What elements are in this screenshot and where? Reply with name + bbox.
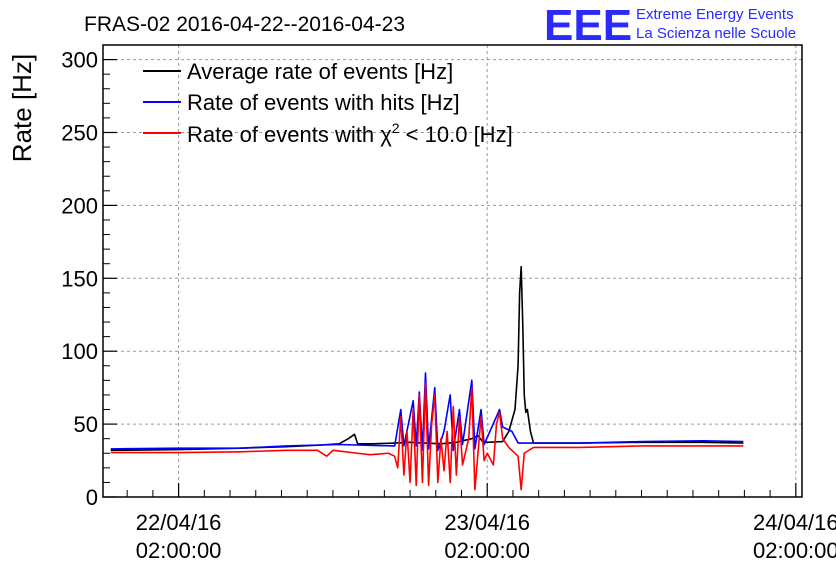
y-tick-label: 0: [86, 485, 98, 510]
legend-label-hits: Rate of events with hits [Hz]: [187, 90, 460, 115]
x-tick-label-time: 02:00:00: [136, 538, 222, 563]
chart-title: FRAS-02 2016-04-22--2016-04-23: [84, 13, 405, 36]
logo-mark: EEE: [544, 1, 632, 50]
y-tick-label: 150: [61, 266, 98, 291]
series-line-2: [110, 382, 744, 491]
eee-logo: EEE Extreme Energy Events La Scienza nel…: [544, 1, 796, 50]
legend-label-chi2: Rate of events with χ2 < 10.0 [Hz]: [187, 120, 513, 147]
series-line-1: [110, 372, 744, 452]
x-tick-label-date: 23/04/16: [444, 510, 530, 535]
logo-line-2: La Scienza nelle Scuole: [636, 25, 796, 42]
tick-labels: 0 50 100 150 200 250 300 22/04/16 02:00:00 23/04/…: [61, 48, 836, 563]
y-tick-label: 100: [61, 339, 98, 364]
y-tick-label: 300: [61, 48, 98, 73]
plot-frame: [102, 44, 803, 498]
grid: [103, 45, 802, 497]
y-tick-label: 250: [61, 120, 98, 145]
x-tick-label-date: 22/04/16: [136, 510, 222, 535]
y-axis-title: Rate [Hz]: [7, 54, 37, 162]
x-tick-label-time: 02:00:00: [444, 538, 530, 563]
logo-line-1: Extreme Energy Events: [636, 6, 794, 23]
x-tick-label-date: 24/04/16: [753, 510, 836, 535]
legend-label-avg: Average rate of events [Hz]: [187, 59, 453, 84]
legend: Average rate of events [Hz] Rate of even…: [143, 59, 513, 147]
series-layer: [110, 265, 744, 491]
y-tick-label: 50: [74, 412, 98, 437]
x-tick-label-time: 02:00:00: [753, 538, 836, 563]
axes: [102, 44, 803, 498]
y-tick-label: 200: [61, 193, 98, 218]
